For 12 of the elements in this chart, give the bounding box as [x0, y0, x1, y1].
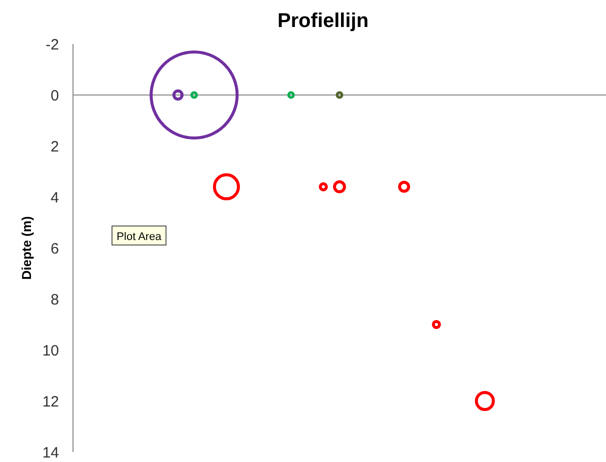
y-tick-label: 2: [50, 138, 59, 156]
y-tick-label: 0: [50, 87, 59, 104]
y-tick-label: 14: [42, 444, 59, 462]
y-tick-label: 4: [50, 189, 59, 206]
y-tick-label: 6: [50, 240, 59, 258]
chart-title: Profiellijn: [277, 10, 369, 32]
y-tick-label: 12: [42, 393, 59, 410]
y-tick-label: 8: [50, 291, 59, 308]
y-tick-label: 10: [42, 342, 59, 360]
annotation: Plot Area: [116, 231, 162, 243]
y-tick-label: -2: [46, 36, 59, 54]
y-axis-title: Diepte (m): [19, 216, 34, 280]
